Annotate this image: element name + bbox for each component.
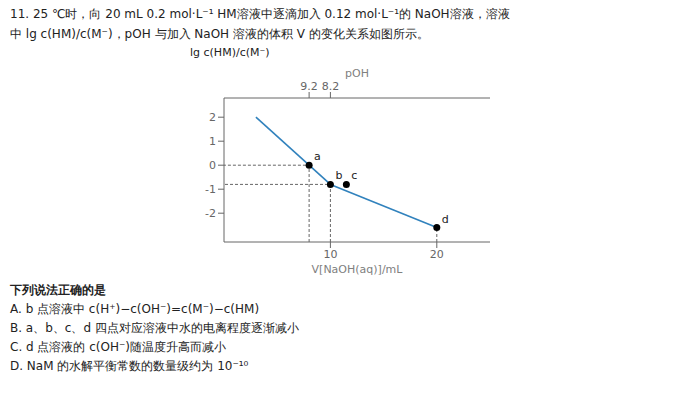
svg-text:c: c [351, 169, 357, 182]
svg-text:pOH: pOH [345, 67, 369, 80]
svg-text:9.2: 9.2 [300, 80, 318, 93]
svg-text:b: b [335, 169, 342, 182]
html-text:D. NaM 的水解平衡常数的数量级约为 10⁻¹⁰: D. NaM 的水解平衡常数的数量级约为 10⁻¹⁰ [10, 359, 249, 373]
html-text:11. 25 ℃时，向 20 mL 0.2 mol·L⁻¹: 11. 25 ℃时，向 20 mL 0.2 mol·L⁻¹ HM溶液中逐滴加入 … [10, 7, 510, 21]
html-text:lg c(HM)/c(M⁻): lg c(HM)/c(M⁻) [190, 46, 270, 59]
html-text:A. b 点溶液中 c(H⁺)−c(OH⁻)=c(M⁻)−c: A. b 点溶液中 c(H⁺)−c(OH⁻)=c(M⁻)−c(HM) [10, 302, 260, 316]
html-text:下列说法正确的是: 下列说法正确的是 [10, 283, 106, 297]
svg-text:10: 10 [323, 248, 337, 261]
svg-text:V[NaOH(aq)]/mL: V[NaOH(aq)]/mL [312, 263, 404, 276]
html-text:B. a、b、c、d 四点对应溶液中水的电离程度逐渐减小: B. a、b、c、d 四点对应溶液中水的电离程度逐渐减小 [10, 321, 299, 335]
svg-text:-1: -1 [205, 183, 216, 196]
html-text:中 lg c(HM)/c(M⁻)，pOH 与加入 NaOH: 中 lg c(HM)/c(M⁻)，pOH 与加入 NaOH 溶液的体积 V 的变… [10, 27, 429, 41]
svg-text:2: 2 [209, 111, 216, 124]
svg-text:8.2: 8.2 [322, 80, 340, 93]
html-text:C. d 点溶液的 c(OH⁻)随温度升高而减小: C. d 点溶液的 c(OH⁻)随温度升高而减小 [10, 340, 226, 354]
svg-text:-2: -2 [205, 207, 216, 220]
svg-text:d: d [442, 213, 449, 226]
svg-text:20: 20 [430, 248, 444, 261]
svg-text:a: a [314, 150, 321, 163]
svg-text:0: 0 [209, 159, 216, 172]
svg-text:1: 1 [209, 135, 216, 148]
